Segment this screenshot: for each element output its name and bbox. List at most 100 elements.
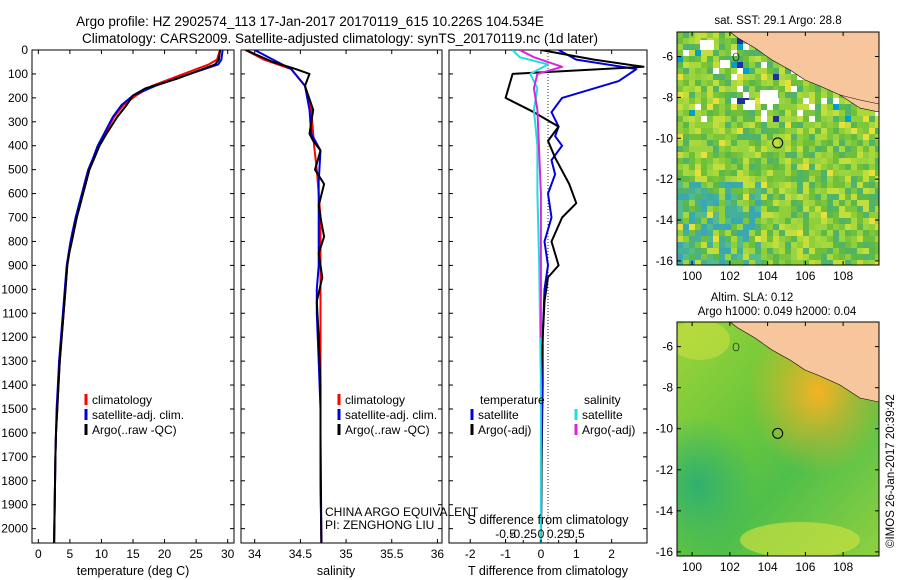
sst-cell (827, 248, 833, 254)
sst-cell (803, 212, 809, 218)
map-y-tick-label: -12 (656, 463, 674, 477)
sst-cell (845, 212, 851, 218)
x-tick-label: 34 (248, 547, 262, 561)
title-line-1: Argo profile: HZ 2902574_113 17-Jan-2017… (76, 14, 544, 29)
sst-cell (743, 122, 749, 128)
map-x-tick-label: 106 (795, 560, 815, 574)
sst-cell (725, 158, 731, 164)
sst-cell (695, 62, 701, 68)
sst-cell (707, 92, 713, 98)
sst-cell (689, 182, 695, 188)
sst-cell (755, 92, 761, 98)
sst-cell (719, 146, 725, 152)
sst-cell (689, 212, 695, 218)
sst-cell (785, 146, 791, 152)
sst-cell (761, 56, 767, 62)
sst-cell (737, 152, 743, 158)
sst-cell (869, 140, 875, 146)
sst-cell (737, 98, 743, 104)
sst-cell (677, 104, 683, 110)
sst-cell (737, 62, 743, 68)
sst-cell (845, 188, 851, 194)
sst-cell (719, 230, 725, 236)
series-line-argo-raw-qc- (245, 50, 326, 543)
sst-cell (845, 236, 851, 242)
sst-cell (773, 212, 779, 218)
sst-cell (863, 194, 869, 200)
sst-cell (755, 128, 761, 134)
sst-cell (827, 194, 833, 200)
sst-cell (791, 128, 797, 134)
sst-cell (689, 80, 695, 86)
sst-cell (767, 146, 773, 152)
sst-cell (779, 146, 785, 152)
sst-cell (713, 62, 719, 68)
sst-cell (719, 152, 725, 158)
sst-cell (827, 236, 833, 242)
sst-cell (713, 74, 719, 80)
sst-cell (683, 68, 689, 74)
sst-cell (857, 146, 863, 152)
sst-cell (719, 188, 725, 194)
sst-cell (767, 140, 773, 146)
sst-cell (845, 224, 851, 230)
sst-cell (749, 152, 755, 158)
sst-cell (713, 158, 719, 164)
sst-cell (851, 242, 857, 248)
sst-cell (737, 56, 743, 62)
sla-ticks: 100 102 104 106 108 -6 -8 -10 -12 -14 -16 (656, 322, 879, 574)
sst-cell (833, 242, 839, 248)
sst-cell (839, 104, 845, 110)
sst-cell (761, 206, 767, 212)
sst-cell (749, 146, 755, 152)
sst-cell (731, 44, 737, 50)
sst-cell (755, 134, 761, 140)
sst-cell (785, 74, 791, 80)
sst-map-title: sat. SST: 29.1 Argo: 28.8 (714, 15, 841, 27)
sst-cell (725, 170, 731, 176)
sst-cell (725, 188, 731, 194)
sst-cell (695, 182, 701, 188)
sst-cell (833, 188, 839, 194)
sst-cell (707, 188, 713, 194)
sst-cell (845, 164, 851, 170)
sst-ticks: 100 102 104 106 108 -6 -8 -10 -12 -14 -16 (656, 32, 879, 283)
sst-cell (749, 236, 755, 242)
sst-cell (695, 116, 701, 122)
sst-cell (707, 140, 713, 146)
sst-cell (707, 98, 713, 104)
sst-cell (785, 224, 791, 230)
sst-cell (869, 188, 875, 194)
sst-cell (779, 110, 785, 116)
sst-cell (839, 230, 845, 236)
sst-cell (851, 260, 857, 265)
sst-cell (683, 254, 689, 260)
sst-cell (815, 200, 821, 206)
sst-cell (755, 80, 761, 86)
sst-cell (845, 146, 851, 152)
sst-cell (797, 182, 803, 188)
sst-cell (725, 68, 731, 74)
sst-cell (695, 236, 701, 242)
sst-cell (797, 194, 803, 200)
sst-cell (719, 56, 725, 62)
sst-cell (803, 164, 809, 170)
sst-cell (701, 182, 707, 188)
sst-cell (815, 140, 821, 146)
sst-cell (821, 128, 827, 134)
sst-cell (821, 218, 827, 224)
sst-cell (779, 128, 785, 134)
sst-cell (755, 254, 761, 260)
sst-cell (863, 176, 869, 182)
sst-cell (755, 194, 761, 200)
sst-cell (875, 194, 879, 200)
sst-cell (737, 260, 743, 265)
x2-tick-label: 0.5 (568, 527, 585, 541)
sst-cell (677, 248, 683, 254)
sst-cell (821, 86, 827, 92)
sst-cell (779, 74, 785, 80)
sst-cell (677, 122, 683, 128)
sst-cell (725, 50, 731, 56)
sst-cell (767, 212, 773, 218)
